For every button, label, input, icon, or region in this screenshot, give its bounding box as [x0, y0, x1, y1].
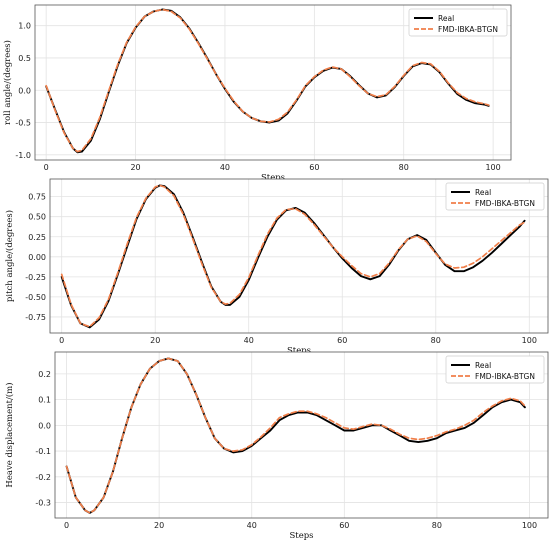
x-tick-label: 100 — [522, 521, 537, 530]
chart-panel-2: 0 20 40 60 80 100 -0.75 -0.50 -0.25 0.00 0.25 0.50 0… — [4, 178, 549, 356]
x-tick-label: 60 — [339, 521, 349, 530]
y-axis-label: roll angle/(degrees) — [2, 40, 13, 125]
series-line-fmd-ibka-btgn — [60, 184, 526, 328]
legend-box — [408, 8, 508, 37]
y-tick-label: -0.2 — [35, 473, 51, 482]
x-tick-label: 20 — [154, 521, 164, 530]
legend: Real FMD-IBKA-BTGN — [445, 182, 545, 211]
legend-label: FMD-IBKA-BTGN — [475, 372, 535, 381]
y-axis-label: Heave displacement/(m) — [4, 382, 15, 487]
x-tick-label: 20 — [150, 336, 160, 345]
x-tick-label: 20 — [130, 163, 140, 172]
x-tick-label: 80 — [431, 336, 441, 345]
y-tick-label: -0.3 — [35, 499, 51, 508]
x-tick-label: 40 — [247, 521, 257, 530]
y-tick-label: 0.5 — [18, 54, 31, 63]
y-tick-label: 0.25 — [28, 233, 46, 242]
plot-frame — [49, 178, 549, 334]
x-tick-label: 40 — [220, 163, 230, 172]
y-tick-label: -0.25 — [25, 273, 46, 282]
y-tick-label: 0.00 — [28, 253, 46, 262]
legend-label: Real — [475, 188, 491, 197]
legend-label: FMD-IBKA-BTGN — [475, 199, 535, 208]
y-tick-label: -0.75 — [25, 313, 46, 322]
x-axis-label: Steps — [289, 531, 313, 541]
y-tick-label: 0.1 — [38, 396, 51, 405]
plot-frame — [54, 351, 549, 519]
legend-box — [445, 355, 545, 384]
x-tick-label: 40 — [244, 336, 254, 345]
x-tick-label: 80 — [432, 521, 442, 530]
y-tick-label: 1.0 — [18, 22, 31, 31]
chart-panel-3: 0 20 40 60 80 100 -0.3 -0.2 -0.1 0.0 0.1 0.2 Steps He… — [4, 351, 549, 541]
x-tick-label: 100 — [485, 163, 500, 172]
legend-label: Real — [475, 361, 491, 370]
x-axis-label: Steps — [261, 173, 285, 183]
y-tick-label: 0.50 — [28, 213, 46, 222]
y-tick-label: -0.50 — [25, 293, 46, 302]
legend: Real FMD-IBKA-BTGN — [408, 8, 508, 37]
x-tick-label: 0 — [44, 163, 49, 172]
x-tick-label: 80 — [399, 163, 409, 172]
x-axis-label: Steps — [287, 346, 311, 356]
x-tick-label: 0 — [59, 336, 64, 345]
y-tick-label: 0.0 — [38, 421, 51, 430]
legend-box — [445, 182, 545, 211]
y-tick-label: 0.2 — [38, 370, 51, 379]
y-axis-label: pitch angle/(degrees) — [4, 210, 15, 302]
y-tick-label: -0.1 — [35, 447, 51, 456]
y-tick-label: -0.5 — [15, 119, 31, 128]
x-tick-label: 100 — [522, 336, 537, 345]
y-tick-label: 0.75 — [28, 193, 46, 202]
series-line-fmd-ibka-btgn — [45, 8, 490, 153]
series-line-fmd-ibka-btgn — [65, 357, 526, 514]
y-tick-label: 0.0 — [18, 86, 31, 95]
x-tick-label: 60 — [309, 163, 319, 172]
x-tick-label: 60 — [337, 336, 347, 345]
legend: Real FMD-IBKA-BTGN — [445, 355, 545, 384]
y-tick-label: -1.0 — [15, 151, 31, 160]
legend-label: FMD-IBKA-BTGN — [438, 25, 498, 34]
legend-label: Real — [438, 14, 454, 23]
plot-frame — [34, 4, 512, 161]
x-tick-label: 0 — [64, 521, 69, 530]
chart-panel-1: 0 20 40 60 80 100 -1.0 -0.5 0.0 0.5 1.0 Steps roll a… — [2, 4, 512, 183]
